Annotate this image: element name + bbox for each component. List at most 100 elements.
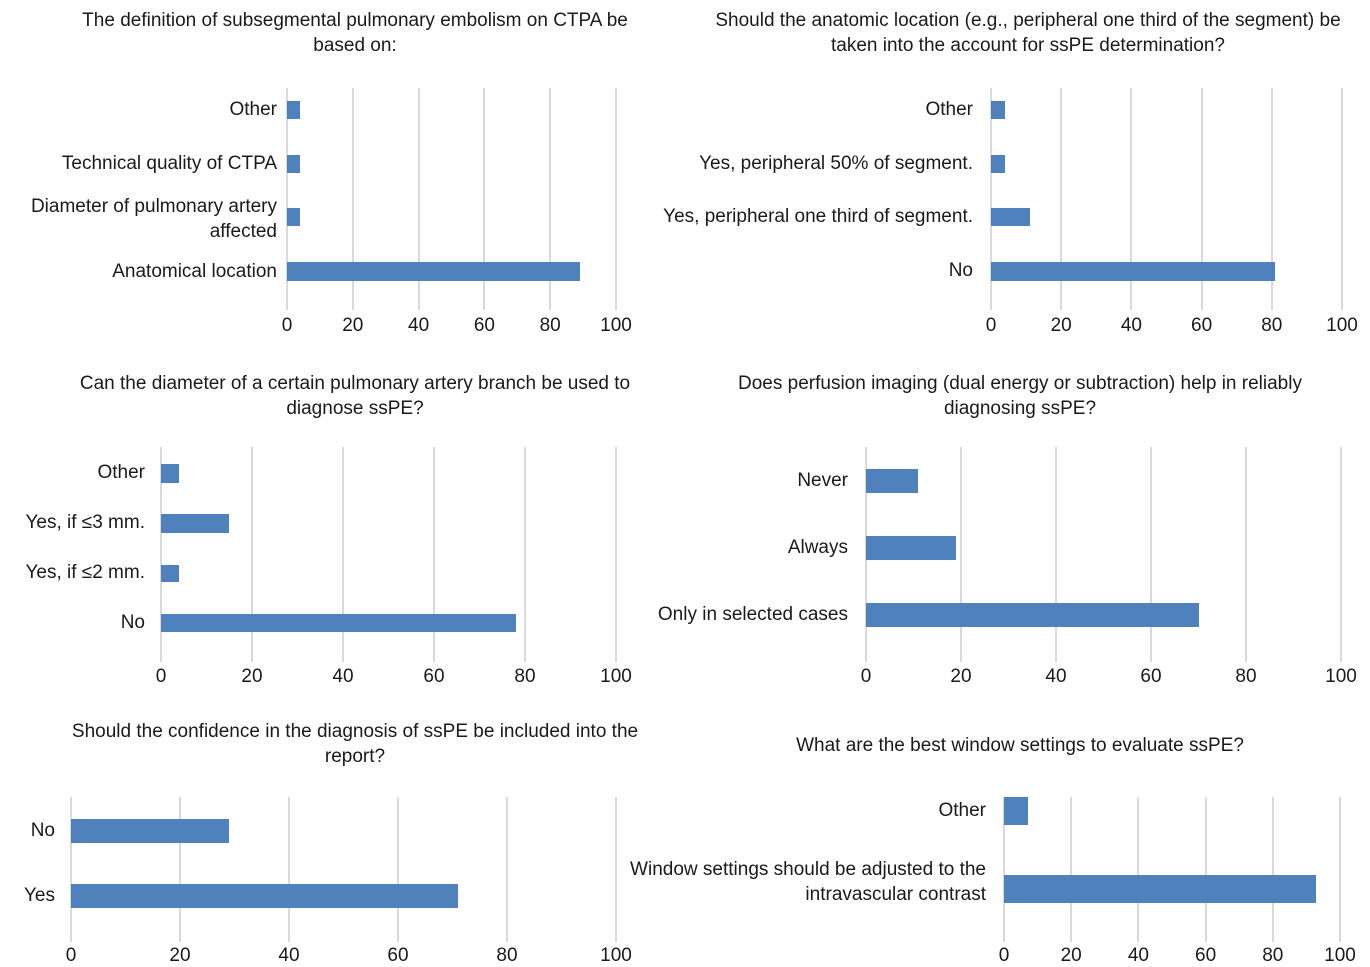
- gridline: [433, 447, 435, 662]
- category-label: Other: [229, 99, 277, 120]
- bar-2: [1004, 875, 1317, 903]
- x-tick-label: 20: [169, 945, 191, 966]
- gridline: [615, 447, 617, 662]
- bar-2: [866, 536, 957, 560]
- x-tick-label: 40: [1127, 945, 1149, 966]
- bar-3: [991, 208, 1030, 226]
- plot-area: [865, 447, 1342, 662]
- gridline: [1003, 797, 1005, 942]
- bar-1: [287, 101, 301, 119]
- x-tick-label: 80: [1262, 945, 1284, 966]
- x-tick-label: 100: [1325, 666, 1357, 687]
- x-tick-label: 40: [1045, 666, 1067, 687]
- x-tick-label: 20: [950, 666, 972, 687]
- gridline: [960, 447, 962, 662]
- gridline: [1137, 797, 1140, 942]
- category-label: Yes, peripheral 50% of segment.: [699, 153, 973, 174]
- gridline: [288, 797, 290, 942]
- x-tick-label: 60: [1195, 945, 1217, 966]
- gridline: [160, 447, 162, 662]
- gridline: [1204, 797, 1207, 942]
- gridline: [1055, 447, 1057, 662]
- bar-1: [161, 463, 180, 483]
- category-label: Anatomical location: [112, 261, 277, 282]
- bar-1: [1004, 797, 1028, 825]
- x-tick-label: 60: [387, 945, 409, 966]
- category-label: Always: [787, 537, 848, 558]
- category-label: Yes, if ≤3 mm.: [25, 512, 145, 533]
- plot-area: [1003, 797, 1341, 942]
- category-label: Technical quality of CTPA: [61, 153, 277, 174]
- bar-1: [71, 819, 230, 843]
- bar-2: [161, 513, 230, 533]
- bar-4: [991, 261, 1276, 281]
- gridline: [251, 447, 253, 662]
- plot-area: [70, 797, 617, 942]
- x-tick-label: 80: [496, 945, 518, 966]
- gridline: [1245, 447, 1247, 662]
- bar-1: [866, 469, 919, 493]
- bar-1: [991, 101, 1006, 119]
- category-label: No: [120, 612, 145, 633]
- chart-title: Should the anatomic location (e.g., peri…: [715, 10, 1341, 56]
- x-tick-label: 20: [1060, 945, 1082, 966]
- category-label: Only in selected cases: [657, 604, 848, 625]
- plot-area: [286, 88, 617, 310]
- category-label: No: [948, 260, 973, 281]
- x-tick-label: 80: [514, 666, 536, 687]
- category-label: Diameter of pulmonary artery affected: [30, 196, 277, 242]
- x-tick-label: 0: [860, 666, 872, 687]
- bar-2: [287, 155, 301, 173]
- x-tick-label: 60: [473, 315, 495, 336]
- x-tick-label: 60: [423, 666, 445, 687]
- category-label: Never: [797, 470, 848, 491]
- chart-title: Does perfusion imaging (dual energy or s…: [738, 373, 1302, 419]
- gridline: [70, 797, 72, 942]
- x-tick-label: 80: [1261, 315, 1283, 336]
- x-tick-label: 40: [332, 666, 354, 687]
- x-tick-label: 100: [600, 666, 632, 687]
- chart-title: Should the confidence in the diagnosis o…: [71, 721, 639, 767]
- gridline: [615, 797, 617, 942]
- gridline: [524, 447, 526, 662]
- gridline: [1339, 797, 1341, 942]
- x-tick-label: 0: [281, 315, 293, 336]
- bar-4: [287, 261, 580, 281]
- bar-2: [991, 155, 1006, 173]
- x-tick-label: 20: [241, 666, 263, 687]
- x-tick-label: 0: [155, 666, 167, 687]
- gridline: [615, 88, 617, 310]
- x-tick-label: 0: [65, 945, 77, 966]
- x-tick-label: 80: [1235, 666, 1257, 687]
- category-label: Other: [97, 462, 145, 483]
- gridline: [417, 88, 420, 310]
- gridline: [1130, 88, 1133, 310]
- plot-area: [990, 88, 1343, 310]
- x-tick-label: 100: [600, 945, 632, 966]
- x-tick-label: 100: [600, 315, 632, 336]
- x-tick-label: 40: [278, 945, 300, 966]
- bar-3: [866, 603, 1199, 627]
- category-label: Yes, if ≤2 mm.: [25, 562, 145, 583]
- x-tick-label: 60: [1140, 666, 1162, 687]
- category-label: Yes, peripheral one third of segment.: [663, 206, 973, 227]
- gridline: [286, 88, 288, 310]
- bar-3: [287, 208, 301, 226]
- gridline: [506, 797, 508, 942]
- x-tick-label: 60: [1191, 315, 1213, 336]
- gridline: [549, 88, 552, 310]
- category-label: Window settings should be adjusted to th…: [630, 859, 986, 905]
- gridline: [342, 447, 344, 662]
- gridline: [1150, 447, 1152, 662]
- category-label: Yes: [24, 885, 55, 906]
- gridline: [1270, 88, 1273, 310]
- category-label: No: [30, 820, 55, 841]
- chart-title: What are the best window settings to eva…: [796, 735, 1244, 756]
- gridline: [1200, 88, 1203, 310]
- gridline: [483, 88, 486, 310]
- x-tick-label: 100: [1326, 315, 1358, 336]
- gridline: [1060, 88, 1063, 310]
- plot-area: [160, 447, 617, 662]
- x-tick-label: 40: [408, 315, 430, 336]
- bar-3: [161, 564, 180, 582]
